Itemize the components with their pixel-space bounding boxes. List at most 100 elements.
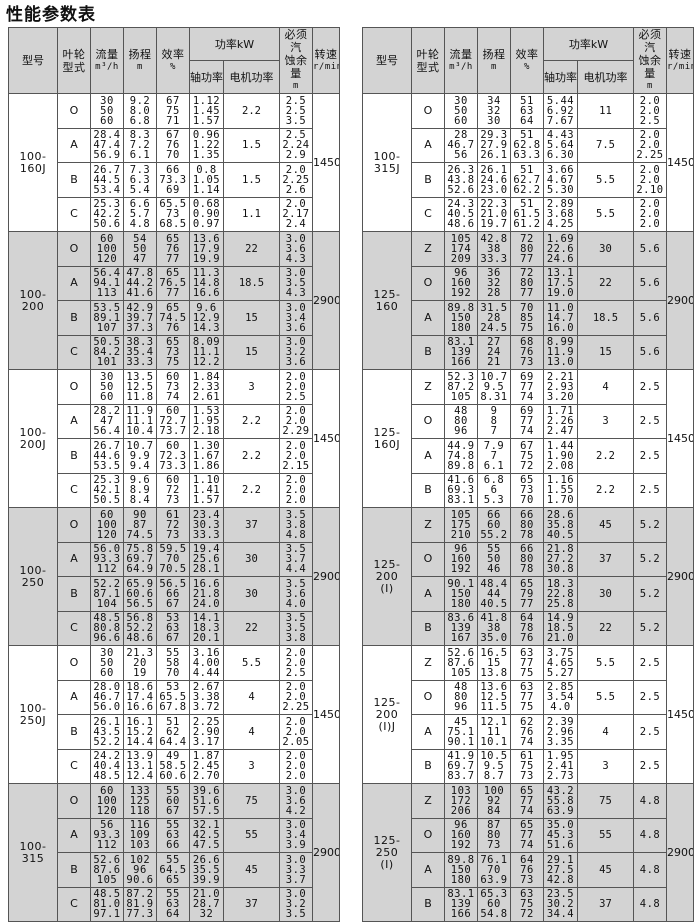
flow-line: 150 (450, 311, 472, 324)
npsh-line: 3.6 (285, 242, 307, 255)
head-cell: 42.8 38 33.3 (477, 231, 511, 267)
head-line: 38.3 (126, 336, 154, 349)
flow-line: 96 (454, 819, 468, 832)
flow-cell: 105 175 210 (444, 507, 478, 543)
flow-line: 40.5 (447, 208, 475, 221)
efficiency-line: 65 (166, 873, 180, 886)
efficiency-line: 65 (166, 336, 180, 349)
npsh-cell: 5.2 (633, 507, 667, 543)
head-line: 28 (487, 287, 501, 300)
shaft-power-line: 47.5 (192, 839, 221, 852)
shaft-power-cell: 14.9 18.5 21.0 (543, 610, 578, 646)
head-line: 24 (487, 346, 501, 359)
flow-line: 40.4 (93, 760, 121, 773)
efficiency-line: 65 (166, 232, 180, 245)
npsh-cell: 2.0 2.0 2.5 (633, 93, 667, 129)
efficiency-line: 63 (520, 104, 534, 117)
efficiency-cell: 70 85 75 (510, 300, 544, 336)
speed-cell: 2900 (312, 231, 340, 370)
npsh-line: 2.5 (639, 415, 661, 428)
head-line: 32 (487, 104, 501, 117)
head-line: 50 (133, 242, 147, 255)
impeller-type-cell: C (57, 748, 91, 784)
shaft-power-line: 3.72 (192, 701, 221, 714)
shaft-power-line: 1.53 (192, 405, 221, 418)
efficiency-line: 75 (520, 321, 534, 334)
speed-cell: 1450 (312, 369, 340, 508)
flow-line: 50 (100, 380, 114, 393)
npsh-line: 2.5 (285, 666, 307, 679)
efficiency-line: 77 (520, 691, 534, 704)
flow-line: 52.6 (93, 853, 121, 866)
head-line: 20 (133, 656, 147, 669)
header-impeller-line: 叶轮 (62, 47, 86, 61)
shaft-power-cell: 21.0 28.7 32 (189, 886, 224, 922)
efficiency-line: 61.2 (513, 218, 541, 231)
model-line: 100-250 (19, 563, 47, 589)
efficiency-line: 85 (520, 311, 534, 324)
header-model: 型号 (8, 27, 58, 94)
head-line: 56.8 (126, 612, 154, 625)
flow-cell: 28.4 47.4 56.9 (90, 127, 124, 163)
efficiency-line: 63.3 (513, 149, 541, 162)
head-cell: 48.4 44 40.5 (477, 576, 511, 612)
npsh-line: 5.6 (639, 242, 661, 255)
head-line: 12.4 (126, 770, 154, 783)
table-row: 100-250 O 60 100 120 90 87 74.5 61 72 73 23.4 30.3 33… (8, 507, 340, 646)
npsh-line: 4.0 (285, 597, 307, 610)
impeller-type-cell: A (411, 127, 445, 163)
shaft-power-line: 19.0 (546, 287, 575, 300)
efficiency-line: 71 (166, 114, 180, 127)
model-line: 100-160J (19, 149, 47, 175)
head-cell: 10.7 9.9 9.4 (123, 438, 157, 474)
shaft-power-line: 2.39 (546, 715, 575, 728)
efficiency-cell: 65 74.5 76 (156, 300, 190, 336)
head-line: 4.8 (129, 218, 151, 231)
efficiency-cell: 55 64.5 65 (156, 852, 190, 888)
shaft-power-line: 0.97 (192, 218, 221, 231)
model-cell: 125-200 (I)J (362, 645, 412, 784)
flow-cell: 26.7 44.6 53.5 (90, 438, 124, 474)
head-line: 9.2 (129, 94, 151, 107)
npsh-line: 2.24 (282, 139, 310, 152)
efficiency-cell: 64 78 76 (510, 610, 544, 646)
npsh-cell: 4.8 (633, 783, 667, 819)
motor-power-cell: 75 (577, 783, 634, 819)
speed-cell: 1450 (666, 93, 694, 232)
efficiency-cell: 61 72 73 (156, 507, 190, 543)
model-line: 100-250J (19, 701, 47, 727)
shaft-power-cell: 2.89 3.68 4.25 (543, 196, 578, 232)
efficiency-cell: 65.5 73 68.5 (156, 196, 190, 232)
shaft-power-cell: 14.1 18.3 20.1 (189, 610, 224, 646)
head-line: 100 (483, 784, 505, 797)
header-label: 型号 (376, 54, 398, 67)
shaft-power-line: 2.45 (192, 760, 221, 773)
motor-power-cell: 15 (577, 334, 634, 370)
motor-power-cell: 18.5 (223, 265, 280, 301)
shaft-power-line: 29.1 (546, 853, 575, 866)
table-row: B 53.5 89.1 107 42.9 39.7 37.3 65 74.5 76 9.6 12.9 1… (9, 300, 340, 336)
shaft-power-line: 2.61 (192, 390, 221, 403)
npsh-line: 5.6 (639, 277, 661, 290)
head-line: 42.9 (126, 301, 154, 314)
table-row: O 96 160 192 36 32 28 72 80 77 13.1 17.5 19.0 22 5.6 (363, 265, 694, 301)
motor-power-cell: 5.5 (577, 645, 634, 681)
flow-line: 93.3 (93, 829, 121, 842)
shaft-power-cell: 1.30 1.67 1.86 (189, 438, 224, 474)
head-line: 26.1 (480, 149, 508, 162)
shaft-power-line: 3.16 (192, 646, 221, 659)
npsh-line: 5.2 (639, 622, 661, 635)
efficiency-line: 51 (520, 94, 534, 107)
shaft-power-line: 2.89 (546, 198, 575, 211)
model-cell: 125-160 (362, 231, 412, 370)
shaft-power-line: 28.1 (192, 563, 221, 576)
efficiency-line: 73 (166, 208, 180, 221)
head-cell: 7.3 6.3 5.4 (123, 162, 157, 198)
npsh-line: 3.5 (285, 508, 307, 521)
head-line: 6.8 (129, 114, 151, 127)
efficiency-line: 56.5 (159, 577, 187, 590)
head-line: 13.9 (126, 750, 154, 763)
head-line: 5.7 (129, 208, 151, 221)
head-line: 54.8 (480, 908, 508, 921)
head-line: 48.6 (126, 632, 154, 645)
